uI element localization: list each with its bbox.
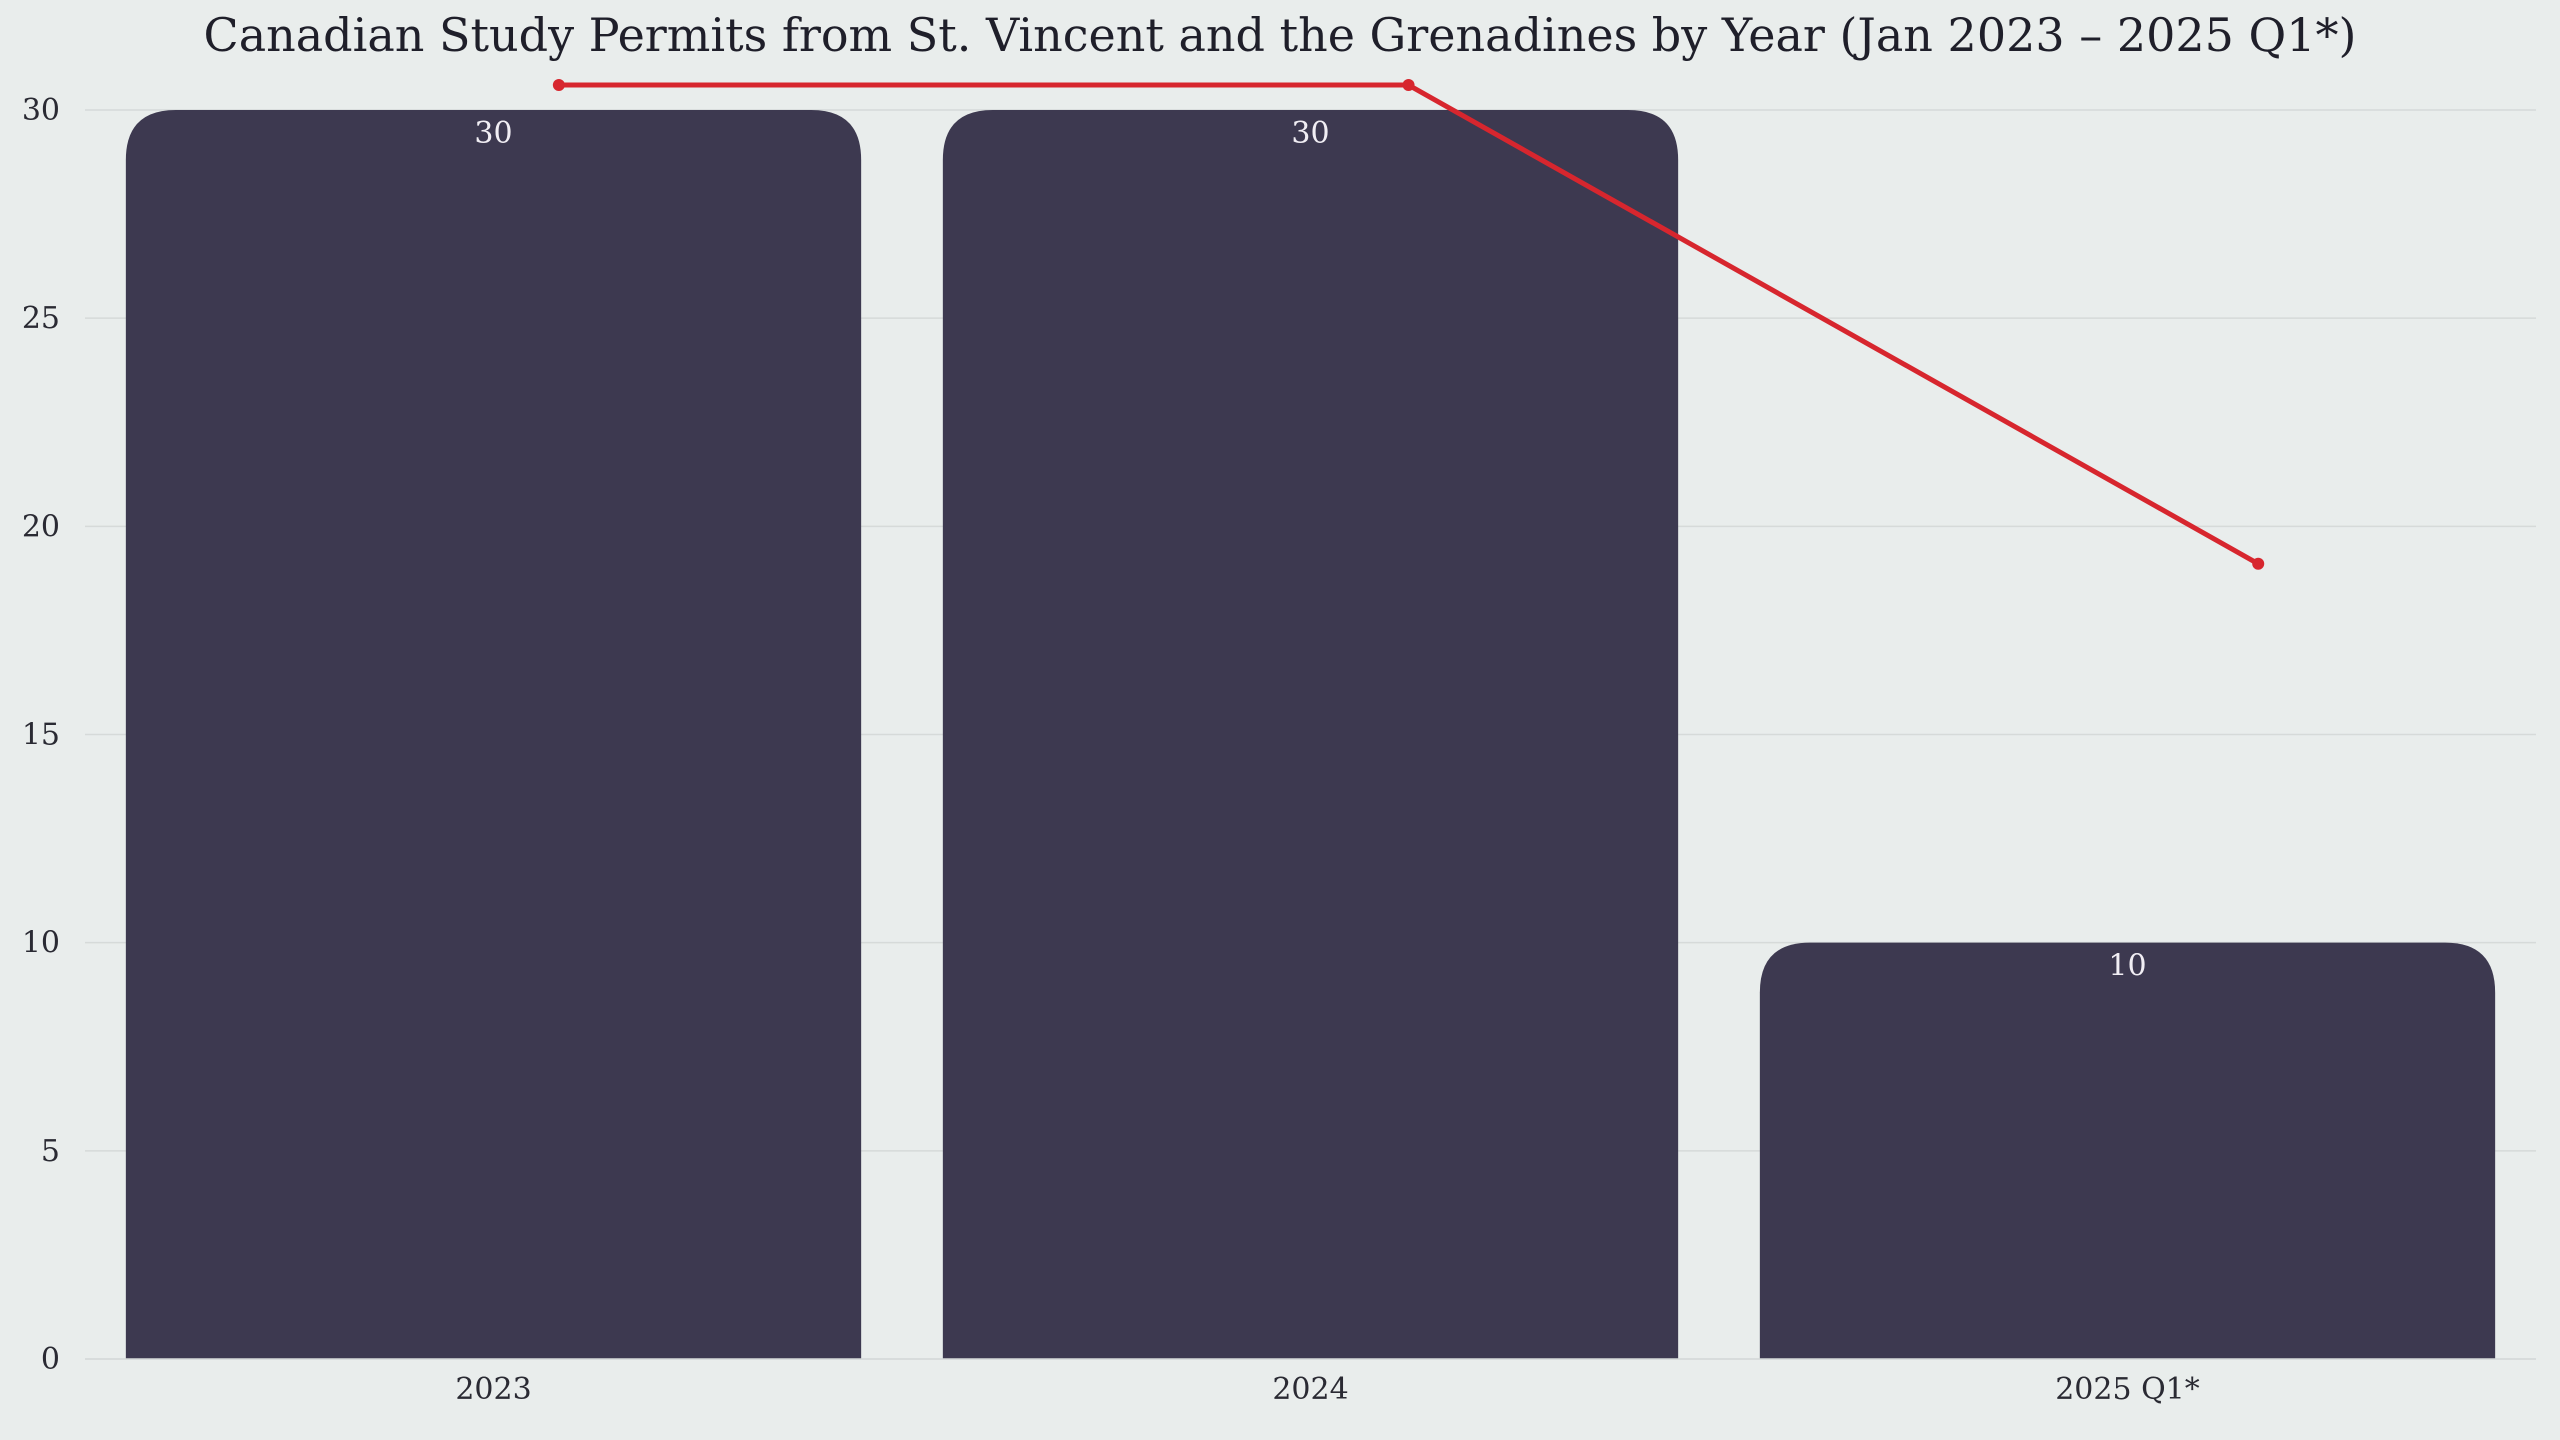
bar-2023: [125, 110, 862, 1359]
y-tick-label: 25: [22, 301, 60, 336]
x-tick-label: 2024: [1272, 1372, 1348, 1407]
y-tick-label: 5: [41, 1134, 60, 1169]
y-tick-label: 15: [22, 718, 60, 753]
bar-2025-q1-: [1759, 942, 2496, 1359]
trend-line-point: [1402, 79, 1415, 92]
trend-line-point: [552, 79, 565, 92]
y-tick-label: 10: [22, 926, 60, 961]
y-tick-label: 20: [22, 509, 60, 544]
bar-value-label: 10: [2108, 949, 2146, 984]
bar-value-label: 30: [1291, 116, 1329, 151]
y-tick-label: 0: [41, 1342, 60, 1377]
x-tick-label: 2025 Q1*: [2055, 1372, 2200, 1407]
trend-line-point: [2252, 557, 2265, 570]
bar-2024: [942, 110, 1679, 1359]
y-tick-label: 30: [22, 93, 60, 128]
x-tick-label: 2023: [455, 1372, 531, 1407]
bar-value-label: 30: [474, 116, 512, 151]
chart-title: Canadian Study Permits from St. Vincent …: [203, 8, 2357, 62]
